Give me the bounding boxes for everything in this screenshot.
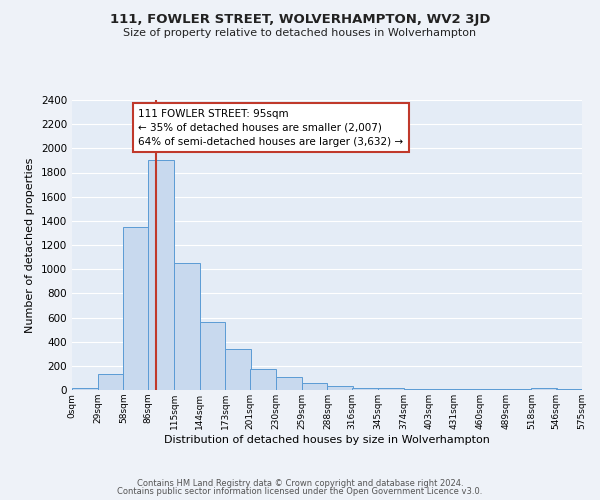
Bar — [98, 374, 124, 390]
Bar — [352, 388, 378, 390]
Bar — [276, 376, 302, 390]
Bar — [454, 389, 480, 390]
Text: 111, FOWLER STREET, WOLVERHAMPTON, WV2 3JD: 111, FOWLER STREET, WOLVERHAMPTON, WV2 3… — [110, 12, 490, 26]
Text: Contains HM Land Registry data © Crown copyright and database right 2024.: Contains HM Land Registry data © Crown c… — [137, 478, 463, 488]
Bar — [328, 386, 353, 390]
Bar — [378, 388, 404, 390]
Bar — [124, 227, 149, 390]
Bar — [302, 383, 328, 390]
Bar — [72, 388, 98, 390]
Bar — [250, 369, 276, 390]
X-axis label: Distribution of detached houses by size in Wolverhampton: Distribution of detached houses by size … — [164, 434, 490, 444]
Y-axis label: Number of detached properties: Number of detached properties — [25, 158, 35, 332]
Text: Size of property relative to detached houses in Wolverhampton: Size of property relative to detached ho… — [124, 28, 476, 38]
Text: Contains public sector information licensed under the Open Government Licence v3: Contains public sector information licen… — [118, 487, 482, 496]
Text: 111 FOWLER STREET: 95sqm
← 35% of detached houses are smaller (2,007)
64% of sem: 111 FOWLER STREET: 95sqm ← 35% of detach… — [139, 108, 403, 146]
Bar — [200, 322, 226, 390]
Bar — [226, 349, 251, 390]
Bar — [404, 389, 430, 390]
Bar — [174, 263, 200, 390]
Bar — [148, 160, 174, 390]
Bar — [532, 388, 557, 390]
